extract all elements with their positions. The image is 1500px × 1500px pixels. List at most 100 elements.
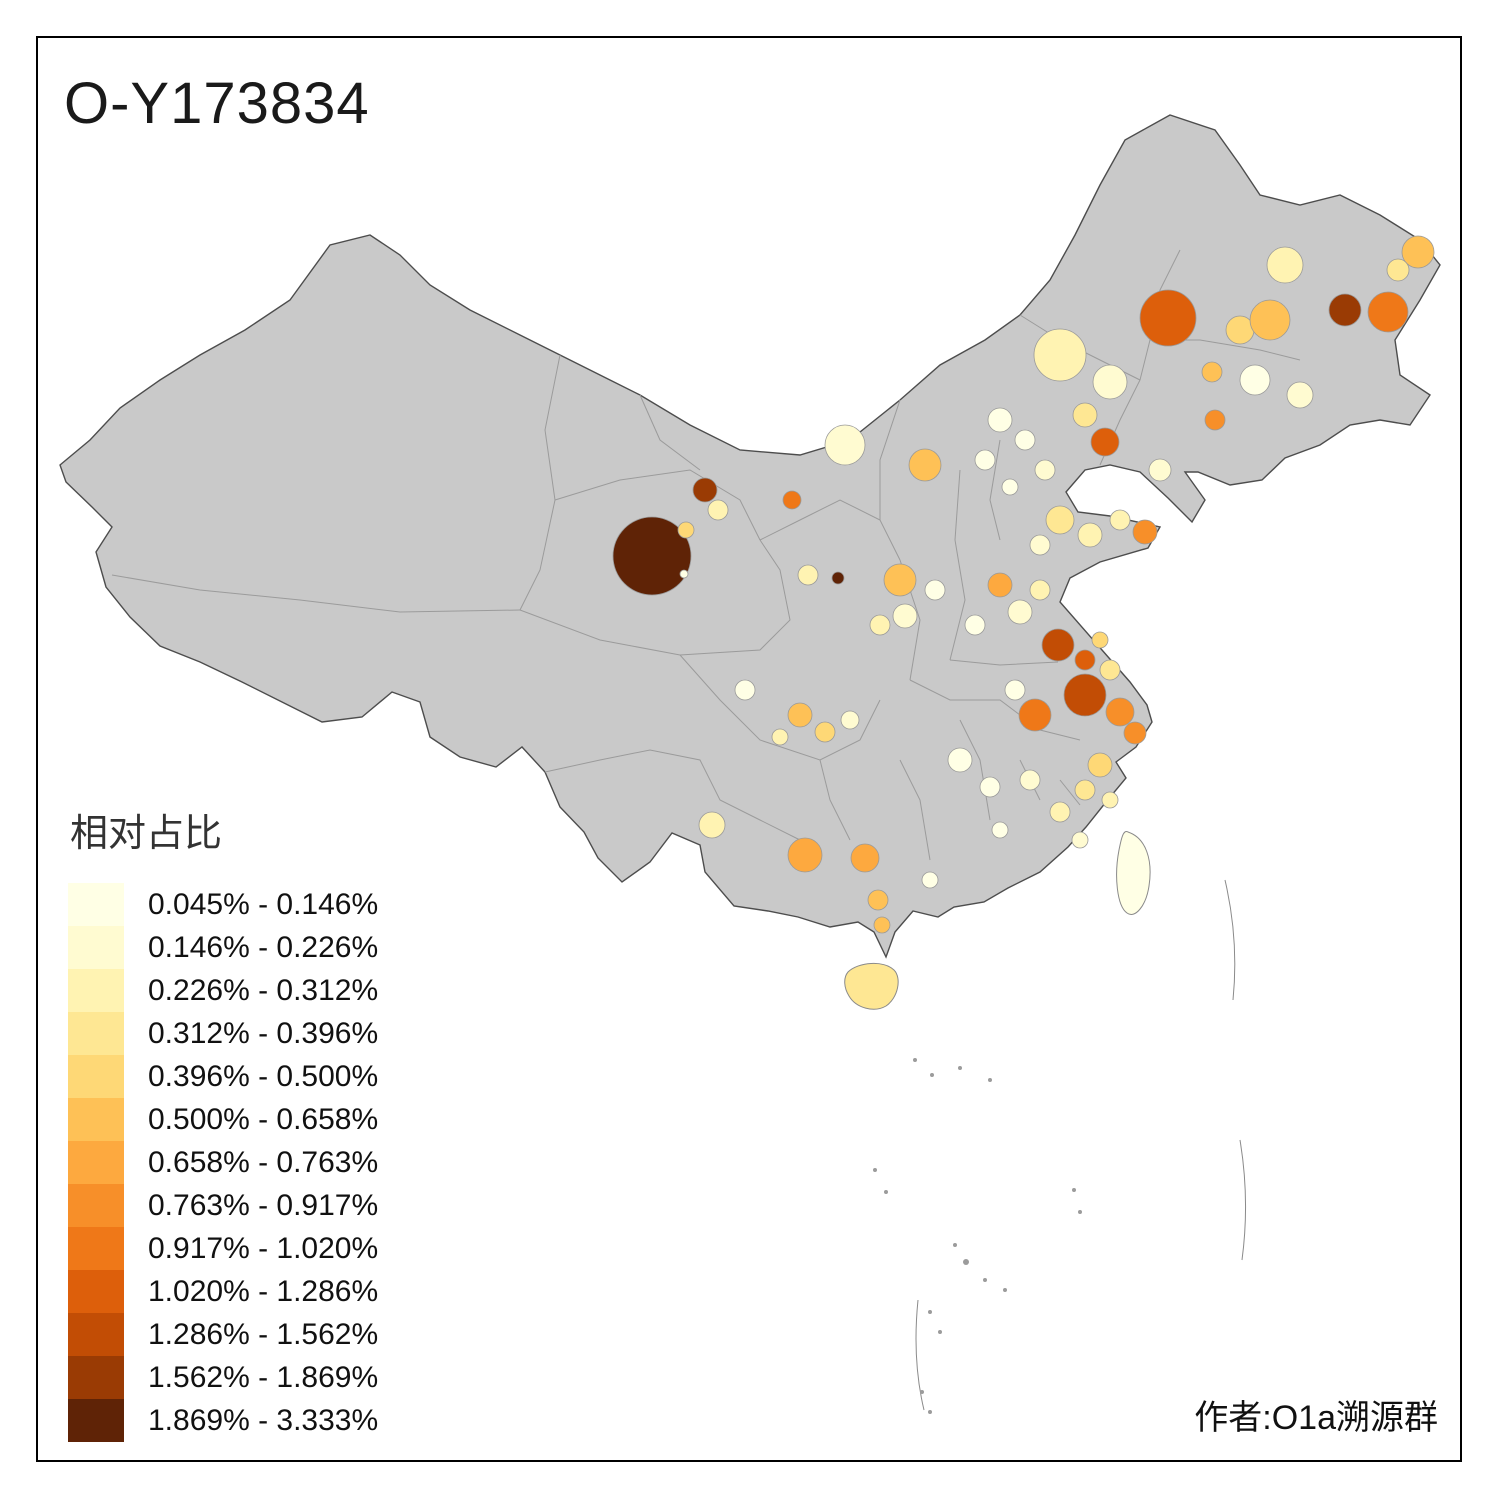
map-region [1386, 258, 1410, 282]
map-region [782, 490, 802, 510]
legend-swatch [68, 1227, 124, 1270]
map-region [1105, 697, 1135, 727]
map-region [991, 821, 1009, 839]
map-region [1087, 752, 1113, 778]
map-region [1007, 599, 1033, 625]
legend-label: 0.917% - 1.020% [148, 1231, 379, 1265]
legend-label: 0.146% - 0.226% [148, 930, 379, 964]
map-region [869, 614, 891, 636]
map-region [1090, 427, 1120, 457]
map-region [824, 424, 866, 466]
map-region [1266, 246, 1304, 284]
legend-label: 1.286% - 1.562% [148, 1317, 379, 1351]
legend-label: 1.869% - 3.333% [148, 1403, 379, 1437]
legend-label: 1.562% - 1.869% [148, 1360, 379, 1394]
legend-label: 0.045% - 0.146% [148, 887, 379, 921]
legend-label: 0.312% - 0.396% [148, 1016, 379, 1050]
hainan-island [844, 963, 899, 1010]
map-region [908, 448, 942, 482]
map-region [1249, 299, 1291, 341]
legend-row: 0.045% - 0.146% [68, 883, 378, 926]
map-region [1018, 698, 1052, 732]
legend-label: 0.226% - 0.312% [148, 973, 379, 1007]
map-region [1204, 409, 1226, 431]
map-region [787, 837, 823, 873]
map-region [692, 477, 718, 503]
map-region [679, 569, 689, 579]
legend-swatch [68, 1313, 124, 1356]
legend-row: 1.020% - 1.286% [68, 1270, 378, 1313]
legend-row: 0.658% - 0.763% [68, 1141, 378, 1184]
map-region [873, 916, 891, 934]
map-region [867, 889, 889, 911]
legend-row: 1.869% - 3.333% [68, 1399, 378, 1442]
map-region [1019, 769, 1041, 791]
legend-swatch [68, 1356, 124, 1399]
map-region [1132, 519, 1158, 545]
legend-swatch [68, 1141, 124, 1184]
legend-row: 1.286% - 1.562% [68, 1313, 378, 1356]
legend-label: 0.500% - 0.658% [148, 1102, 379, 1136]
legend-title: 相对占比 [70, 813, 223, 855]
map-region [1148, 458, 1172, 482]
map-region [883, 563, 917, 597]
map-region [840, 710, 860, 730]
map-region [831, 571, 845, 585]
map-region [1072, 402, 1098, 428]
map-region [1004, 679, 1026, 701]
legend-swatch [68, 1184, 124, 1227]
attribution: 作者:O1a溯源群 [1194, 1399, 1438, 1437]
legend-row: 0.917% - 1.020% [68, 1227, 378, 1270]
map-region [1045, 505, 1075, 535]
map-region [1033, 328, 1087, 382]
map-region [850, 843, 880, 873]
map-region [924, 579, 946, 601]
legend-items: 0.045% - 0.146% 0.146% - 0.226% 0.226% - 0… [68, 883, 378, 1442]
map-region [964, 614, 986, 636]
map-region [987, 572, 1013, 598]
map-region [1071, 831, 1089, 849]
map-region [947, 747, 973, 773]
legend-swatch [68, 969, 124, 1012]
map-region [1109, 509, 1131, 531]
map-region [787, 702, 813, 728]
legend-row: 0.146% - 0.226% [68, 926, 378, 969]
province-borders [111, 249, 1301, 861]
map-region [677, 521, 695, 539]
map-region [1074, 779, 1096, 801]
legend-row: 0.312% - 0.396% [68, 1012, 378, 1055]
legend-row: 0.763% - 0.917% [68, 1184, 378, 1227]
map-region [1367, 291, 1409, 333]
taiwan-island [1116, 831, 1151, 915]
map-region [1077, 522, 1103, 548]
map-region [921, 871, 939, 889]
legend-label: 0.763% - 0.917% [148, 1188, 379, 1222]
legend-row: 0.500% - 0.658% [68, 1098, 378, 1141]
map-region [1063, 673, 1107, 717]
map-region [1101, 791, 1119, 809]
map-region [771, 728, 789, 746]
map-region [1328, 293, 1362, 327]
page-title: O-Y173834 [64, 71, 370, 136]
map-region [707, 499, 729, 521]
map-region [1049, 801, 1071, 823]
map-region [1139, 289, 1197, 347]
legend-swatch [68, 883, 124, 926]
map-region [1001, 478, 1019, 496]
map-region [797, 564, 819, 586]
legend-label: 1.020% - 1.286% [148, 1274, 379, 1308]
legend-swatch [68, 1055, 124, 1098]
legend-row: 0.226% - 0.312% [68, 969, 378, 1012]
map-region [1239, 364, 1271, 396]
map-region [814, 721, 836, 743]
sea-islands [873, 879, 1247, 1414]
map-region [1123, 721, 1147, 745]
map-region [1201, 361, 1223, 383]
map-region [1034, 459, 1056, 481]
legend-swatch [68, 1399, 124, 1442]
legend-label: 0.658% - 0.763% [148, 1145, 379, 1179]
legend-label: 0.396% - 0.500% [148, 1059, 379, 1093]
map-region [987, 407, 1013, 433]
legend-row: 1.562% - 1.869% [68, 1356, 378, 1399]
